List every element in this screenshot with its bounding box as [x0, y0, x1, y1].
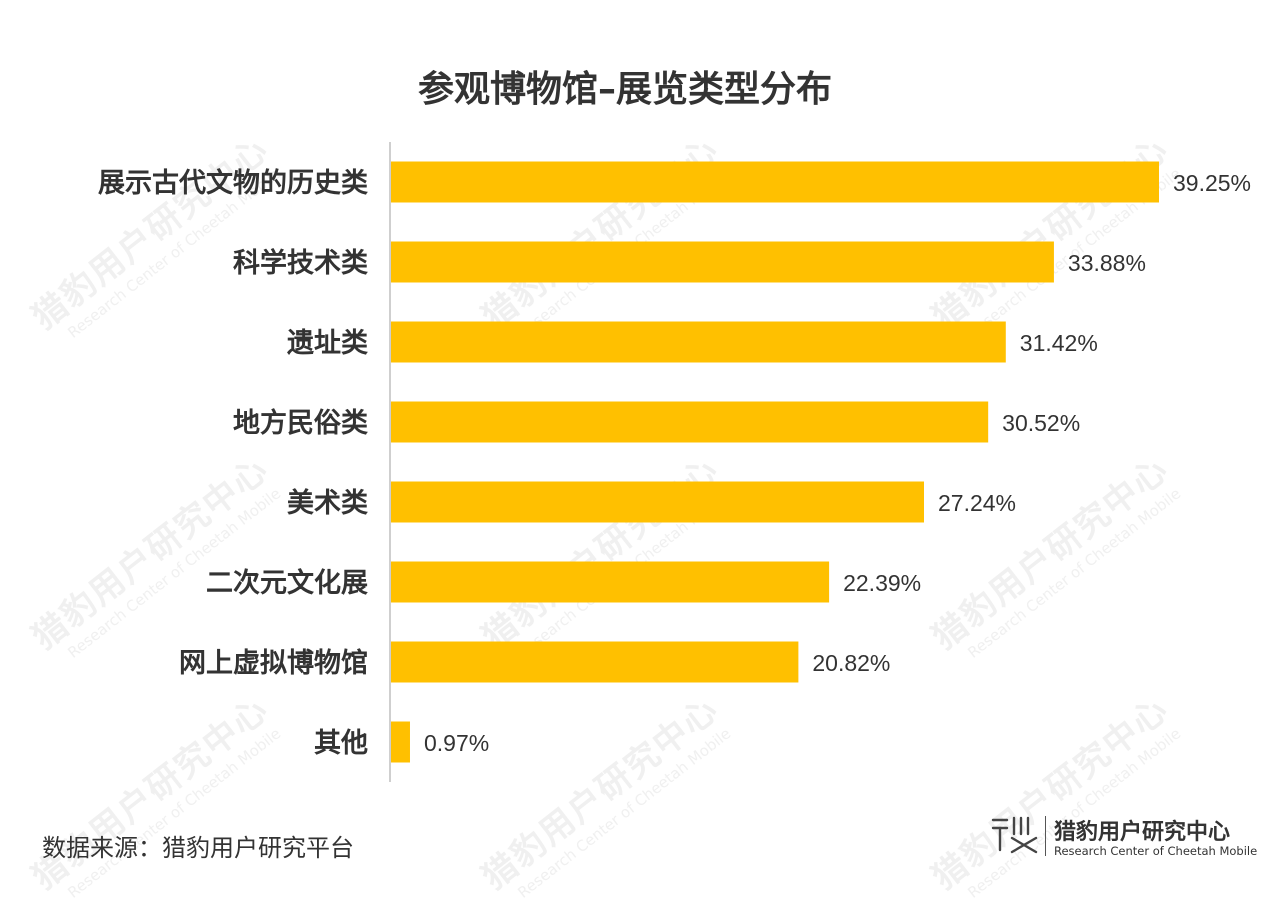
value-label: 20.82% — [812, 650, 890, 676]
chart-title: 参观博物馆–展览类型分布 — [417, 69, 832, 110]
brand-name: 猎豹用户研究中心 — [1054, 820, 1231, 845]
value-label: 39.25% — [1173, 170, 1251, 196]
bar — [391, 481, 925, 523]
category-label: 二次元文化展 — [206, 567, 368, 599]
category-label: 科学技术类 — [233, 247, 368, 279]
bar — [391, 321, 1006, 363]
value-label: 22.39% — [843, 570, 921, 596]
category-label: 遗址类 — [287, 328, 368, 359]
category-label: 美术类 — [287, 487, 368, 519]
data-source-note: 数据来源：猎豹用户研究平台 — [42, 834, 354, 862]
bar — [391, 241, 1054, 283]
brand-english-name: Research Center of Cheetah Mobile — [1054, 844, 1258, 858]
value-label: 27.24% — [938, 490, 1016, 516]
category-label: 网上虚拟博物馆 — [179, 647, 368, 679]
value-label: 0.97% — [424, 730, 489, 756]
category-label: 地方民俗类 — [233, 407, 368, 439]
brand-logo-block: 猎豹用户研究中心 Research Center of Cheetah Mobi… — [990, 812, 1260, 862]
value-label: 30.52% — [1002, 410, 1080, 436]
brand-divider — [1045, 816, 1046, 856]
value-label: 33.88% — [1068, 250, 1146, 276]
bar-chart: 展示古代文物的历史类 39.25% 科学技术类 33.88% 遗址类 31.42% 地方民俗… — [98, 142, 1251, 782]
bar — [391, 641, 799, 683]
value-label: 31.42% — [1020, 330, 1098, 356]
bar — [391, 401, 989, 443]
category-label: 展示古代文物的历史类 — [98, 167, 368, 199]
cheetah-logo-icon — [991, 816, 1038, 854]
bar — [391, 721, 410, 763]
bar — [391, 161, 1159, 203]
category-label: 其他 — [314, 728, 368, 759]
bar — [391, 561, 830, 603]
